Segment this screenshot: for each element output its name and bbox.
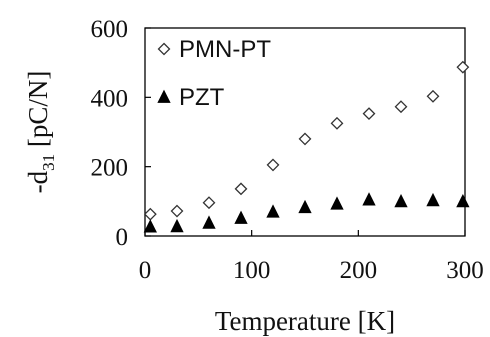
plot-frame	[144, 27, 466, 237]
x-tick-label: 100	[233, 257, 271, 284]
legend-label: PMN-PT	[179, 36, 271, 63]
plot-area	[144, 27, 466, 237]
data-point	[202, 196, 216, 210]
x-tick-label: 0	[139, 257, 152, 284]
data-point	[394, 100, 408, 114]
data-point	[234, 210, 248, 224]
legend-label: PZT	[179, 84, 225, 111]
legend-marker	[157, 89, 171, 103]
legend: PMN-PT PZT	[157, 36, 271, 111]
data-point	[330, 196, 344, 210]
legend-marker	[157, 42, 171, 56]
data-point	[266, 158, 280, 172]
data-point	[330, 116, 344, 130]
x-axis-title: Temperature [K]	[215, 306, 395, 336]
data-point	[298, 132, 312, 146]
data-point	[143, 219, 157, 233]
y-tick-label: 400	[91, 85, 129, 112]
data-point	[170, 218, 184, 233]
y-tick-label: 0	[116, 224, 129, 251]
y-axis-title: -d31 [pC/N]	[23, 71, 58, 194]
data-point	[170, 204, 184, 218]
data-point	[426, 89, 440, 103]
x-tick-label: 200	[340, 257, 378, 284]
data-point	[234, 182, 248, 196]
data-point	[202, 215, 216, 229]
series-1	[143, 192, 470, 233]
x-tick-label: 300	[446, 257, 484, 284]
data-point	[456, 193, 470, 208]
y-tick-label: 600	[91, 16, 129, 43]
y-tick-label: 200	[91, 155, 129, 182]
data-point	[362, 107, 376, 121]
data-point	[298, 199, 312, 214]
y-axis-title-prefix: -d	[23, 170, 53, 193]
y-axis: 0 200 400 600	[91, 16, 151, 251]
data-point	[426, 192, 440, 207]
data-point	[362, 192, 376, 206]
data-point	[266, 204, 280, 218]
data-point	[394, 193, 408, 208]
data-point	[143, 207, 157, 221]
y-axis-title-subscript: 31	[39, 154, 58, 171]
y-axis-title-suffix: [pC/N]	[23, 71, 53, 154]
series-layer	[143, 60, 470, 233]
x-axis: 0 100 200 300	[139, 230, 484, 284]
data-point	[456, 60, 470, 74]
series-0	[143, 60, 470, 221]
